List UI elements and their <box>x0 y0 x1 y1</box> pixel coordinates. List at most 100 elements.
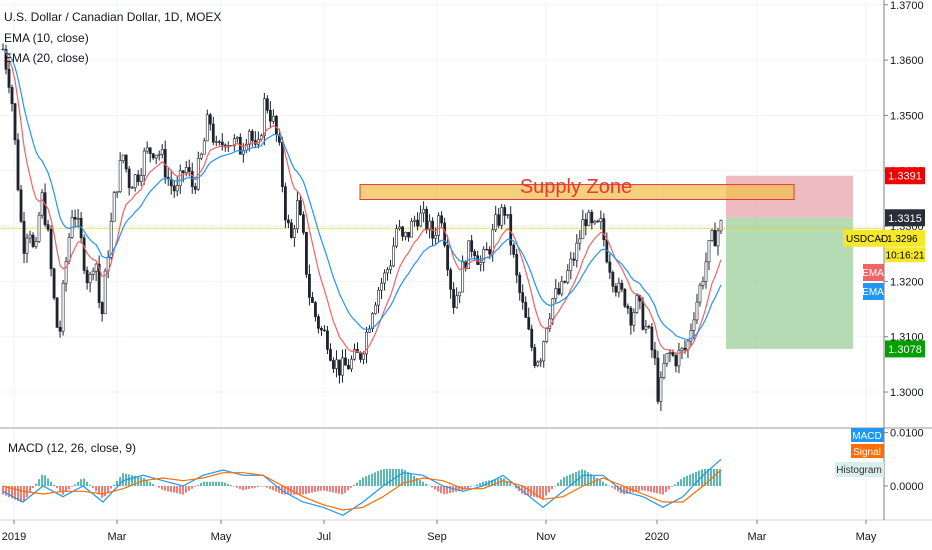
histogram-bar <box>377 471 379 486</box>
candle-body <box>608 261 612 273</box>
histogram-badge: Histogram <box>836 465 882 476</box>
histogram-bar <box>314 486 316 492</box>
histogram-bar <box>29 486 31 493</box>
candle-body <box>656 357 660 402</box>
candle-body <box>497 214 501 226</box>
candle-body <box>383 272 386 284</box>
histogram-bar <box>176 486 178 494</box>
candle-body <box>476 255 480 265</box>
histogram-bar <box>647 486 649 492</box>
histogram-bar <box>134 475 136 486</box>
histogram-bar <box>65 486 67 492</box>
candle-body <box>428 220 431 231</box>
histogram-bar <box>467 486 469 489</box>
histogram-bar <box>2 486 4 495</box>
macd-badges: MACD Signal Histogram <box>835 428 884 477</box>
candle-body <box>473 251 477 256</box>
macd-axis[interactable]: 0.0100 0.0000 <box>884 428 924 493</box>
candle-body <box>395 228 398 247</box>
histogram-bar <box>410 474 412 486</box>
candle-body <box>620 282 624 290</box>
candle-body <box>353 349 356 360</box>
histogram-bar <box>533 486 535 497</box>
histogram-bar <box>83 478 85 486</box>
candle-body <box>160 149 164 155</box>
ema-10-legend[interactable]: EMA (10, close) <box>4 31 89 45</box>
candle-body <box>199 153 203 159</box>
candle-body <box>247 131 251 145</box>
macd-badge: MACD <box>852 431 881 442</box>
candle-body <box>85 270 89 284</box>
candle-body <box>40 192 44 216</box>
histogram-bar <box>416 477 418 486</box>
histogram-bar <box>233 486 235 487</box>
histogram-bar <box>389 468 391 486</box>
histogram-bar <box>200 483 202 486</box>
candle-body <box>641 300 645 330</box>
target-price-label: 1.3078 <box>888 344 922 356</box>
histogram-bar <box>386 468 388 486</box>
histogram-bar <box>605 483 607 486</box>
histogram-bar <box>302 486 304 495</box>
macd-legend[interactable]: MACD (12, 26, close, 9) <box>8 441 136 455</box>
candle-body <box>34 241 38 247</box>
histogram-bar <box>710 468 712 486</box>
candle-body <box>103 270 107 315</box>
time-tick-label: Jul <box>317 531 331 543</box>
candle-body <box>482 249 486 263</box>
candle-body <box>302 214 305 233</box>
histogram-bar <box>539 486 541 499</box>
histogram-bar <box>299 486 301 495</box>
candle-body <box>112 192 116 222</box>
histogram-bar <box>383 468 385 486</box>
current-price-badge: USDCAD - 1.3296 10:16:21 <box>843 229 925 263</box>
take-profit-zone[interactable] <box>726 217 853 349</box>
histogram-bar <box>527 486 529 496</box>
histogram-bar <box>431 486 433 488</box>
histogram-bar <box>662 486 664 495</box>
histogram-bar <box>617 486 619 492</box>
histogram-bar <box>143 478 145 486</box>
histogram-bar <box>344 486 346 493</box>
candle-body <box>458 291 462 297</box>
histogram-bar <box>584 470 586 486</box>
histogram-bar <box>308 486 310 494</box>
candle-body <box>311 297 314 303</box>
candle-body <box>452 289 456 308</box>
candle-body <box>410 220 413 238</box>
histogram-bar <box>572 473 574 486</box>
candle-body <box>136 174 140 182</box>
histogram-bar <box>107 486 109 493</box>
histogram-bar <box>482 481 484 486</box>
candle-body <box>689 330 693 342</box>
price-axis[interactable]: 1.37001.36001.35001.34001.33001.32001.31… <box>884 0 924 399</box>
candle-body <box>710 230 714 241</box>
candle-body <box>64 261 68 284</box>
histogram-bar <box>20 486 22 503</box>
histogram-bar <box>719 468 721 486</box>
time-axis[interactable]: 2019 Mar May Jul Sep Nov 2020 Mar May <box>2 520 877 543</box>
candle-body <box>401 226 404 237</box>
histogram-bar <box>161 486 163 490</box>
candle-body <box>151 153 155 159</box>
histogram-bar <box>14 486 16 500</box>
histogram-bar <box>404 470 406 486</box>
candle-body <box>515 254 519 276</box>
histogram-bar <box>185 486 187 493</box>
histogram-bar <box>512 486 514 487</box>
histogram-bar <box>545 486 547 496</box>
symbol-legend[interactable]: U.S. Dollar / Canadian Dollar, 1D, MOEX <box>4 10 221 24</box>
candle-body <box>118 160 122 192</box>
histogram-bar <box>59 486 61 492</box>
histogram-bar <box>32 486 34 489</box>
candle-body <box>566 270 570 283</box>
candle-body <box>647 326 651 328</box>
histogram-bar <box>470 486 472 487</box>
histogram-bar <box>242 486 244 491</box>
candle-body <box>277 134 281 143</box>
ema-20-legend[interactable]: EMA (20, close) <box>4 51 89 65</box>
histogram-bar <box>557 482 559 486</box>
stop-price-label: 1.3391 <box>888 171 922 183</box>
supply-zone-rect[interactable] <box>359 184 795 201</box>
histogram-bar <box>119 477 121 486</box>
